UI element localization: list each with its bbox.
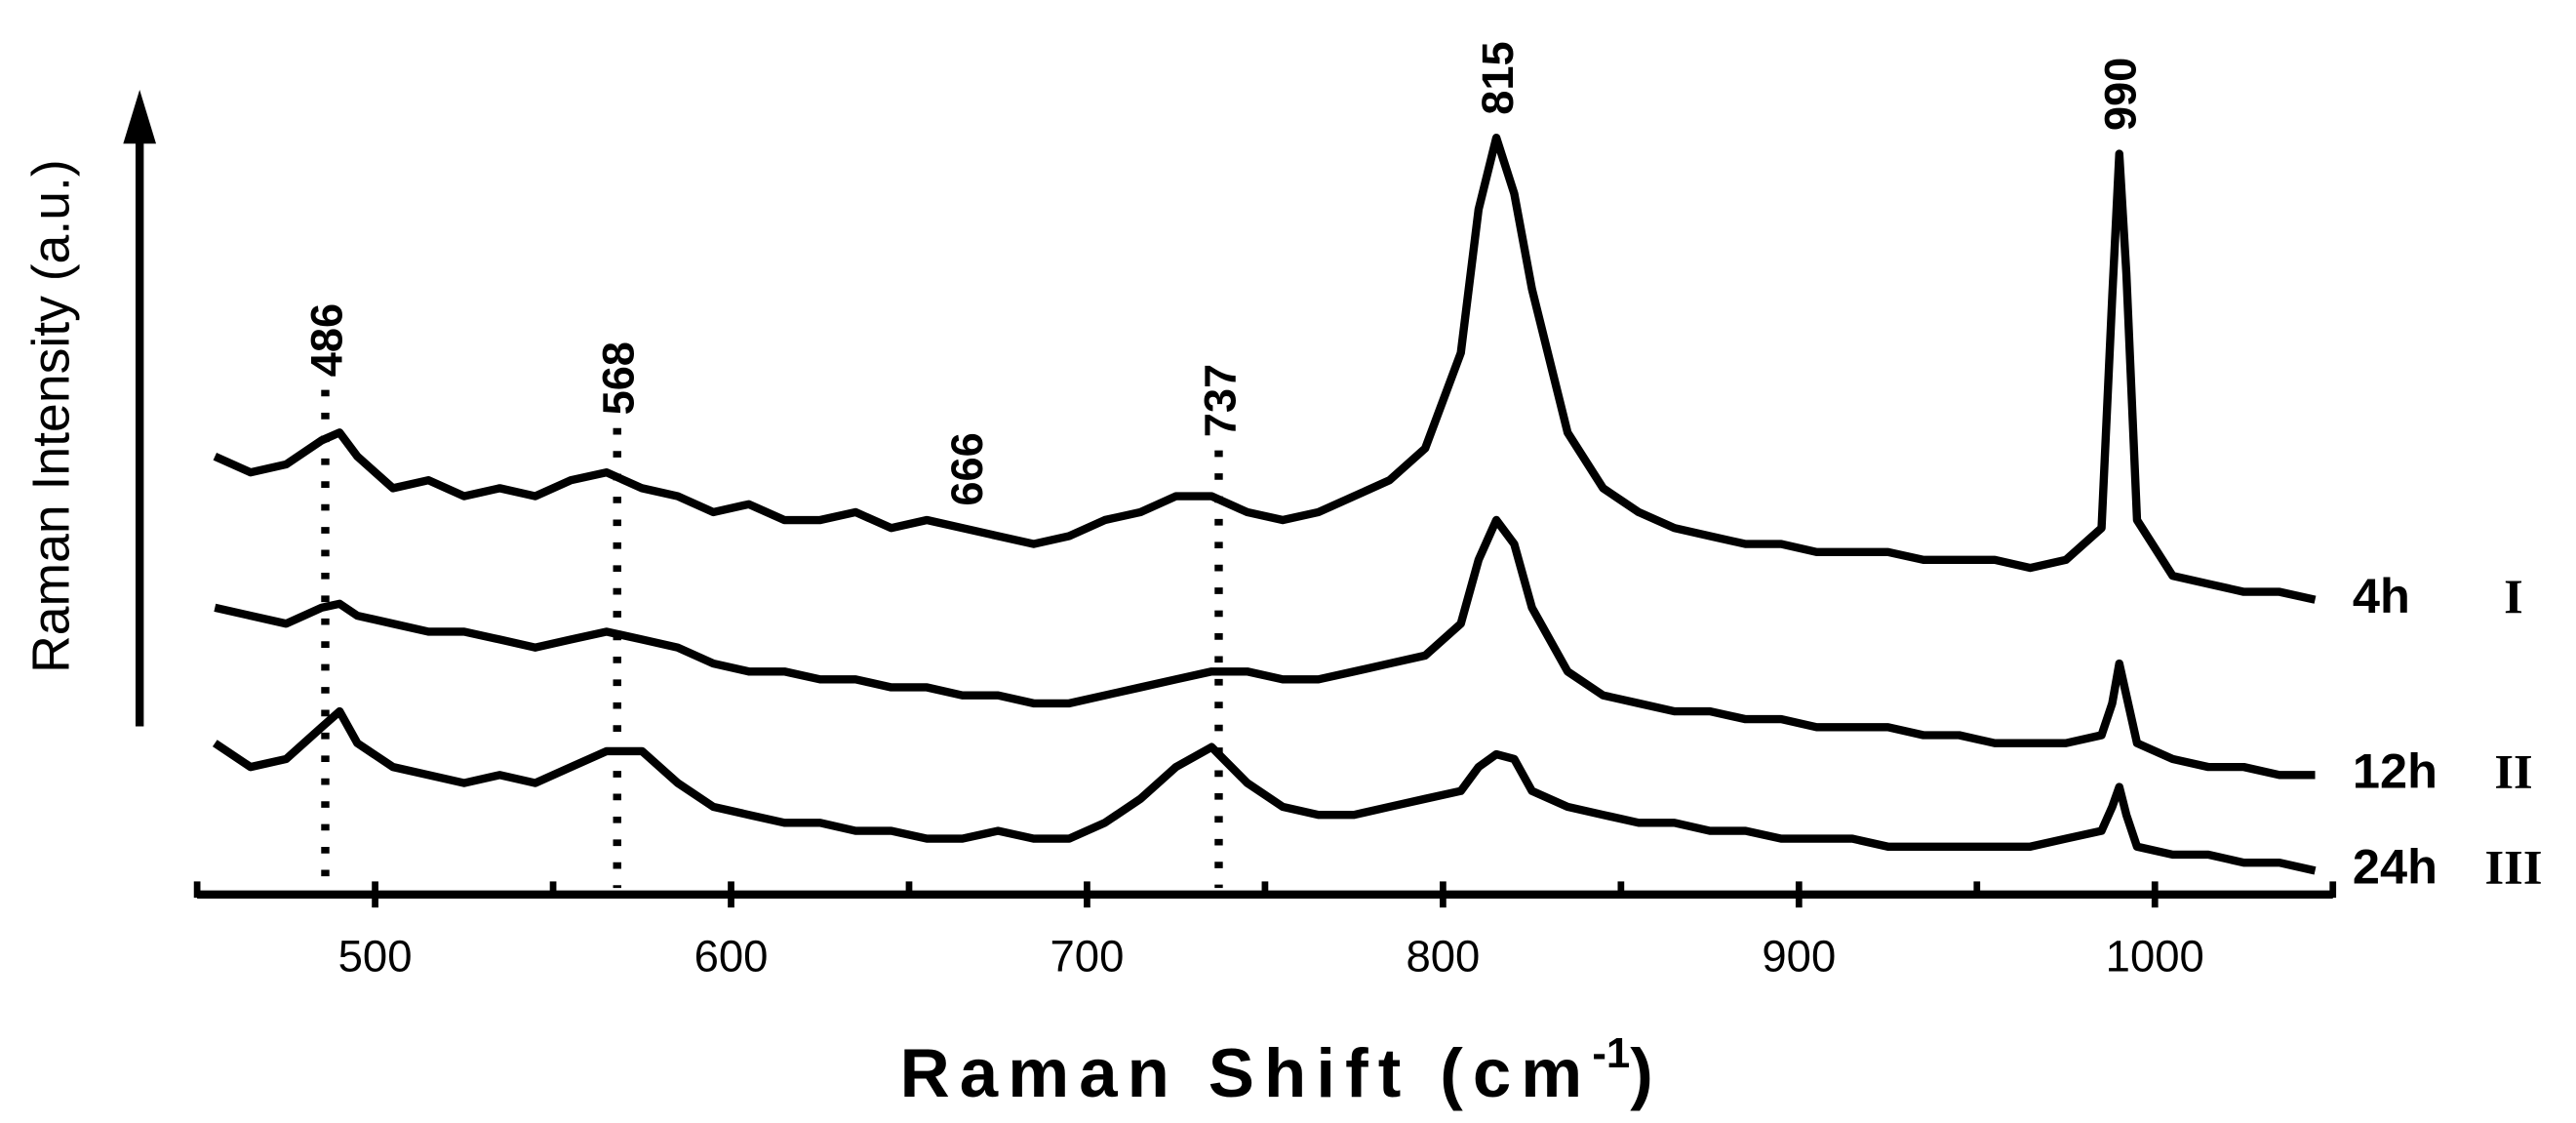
y-axis-title: Raman Intensity (a.u.) — [22, 159, 81, 673]
x-tick-label: 1000 — [2106, 932, 2204, 982]
x-title-sup: -1 — [1592, 1029, 1630, 1077]
peak-label: 990 — [2095, 58, 2145, 131]
x-title-end: ) — [1630, 1034, 1663, 1111]
x-tick-label: 700 — [1050, 932, 1125, 982]
x-tick-label: 900 — [1762, 932, 1836, 982]
spectrum-line — [214, 515, 2316, 780]
series-label: 4h — [2353, 568, 2410, 623]
series-tag: II — [2494, 744, 2532, 799]
x-axis-title: Raman Shift (cm-1) — [900, 1029, 1663, 1111]
peak-label: 737 — [1195, 364, 1245, 437]
spectrum-line — [213, 134, 2317, 604]
peak-label: 815 — [1473, 41, 1523, 114]
x-tick-label: 800 — [1406, 932, 1480, 982]
x-tick-label: 600 — [694, 932, 769, 982]
spectrum-line — [212, 706, 2317, 875]
x-tick-label: 500 — [338, 932, 413, 982]
series-label: 24h — [2353, 839, 2437, 895]
peak-label: 666 — [942, 432, 992, 505]
peak-label: 568 — [593, 341, 643, 415]
series-tag: I — [2504, 569, 2523, 623]
y-axis-arrowhead — [123, 90, 157, 144]
series-tag: III — [2485, 840, 2543, 895]
series-label: 12h — [2353, 743, 2437, 799]
x-title-main: Raman Shift (cm — [900, 1034, 1593, 1111]
peak-label: 486 — [301, 303, 351, 377]
